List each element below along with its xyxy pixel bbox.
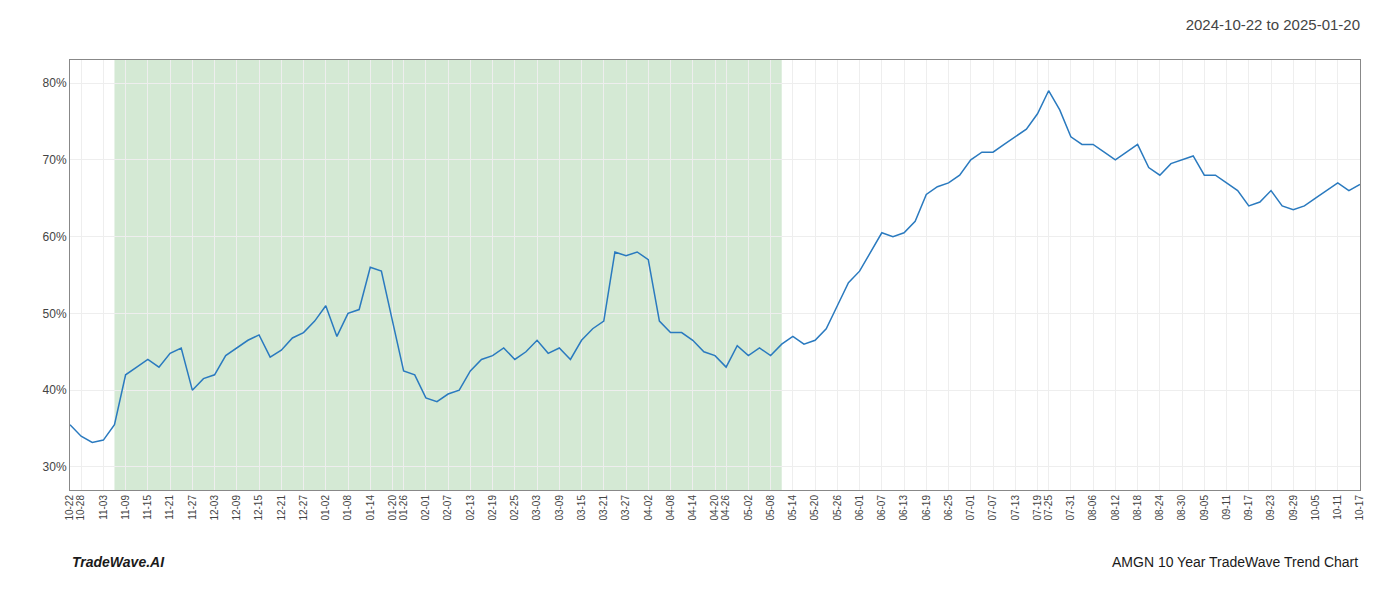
svg-text:02-19: 02-19 [487,495,498,521]
svg-text:06-25: 06-25 [943,495,954,521]
svg-text:07-01: 07-01 [965,495,976,521]
svg-text:11-09: 11-09 [120,495,131,520]
svg-text:12-27: 12-27 [298,495,309,521]
svg-text:30%: 30% [43,460,67,474]
svg-text:09-29: 09-29 [1288,495,1299,521]
svg-text:03-27: 03-27 [620,495,631,521]
svg-text:TradeWave.AI: TradeWave.AI [72,554,165,570]
svg-text:11-21: 11-21 [164,495,175,520]
svg-text:08-06: 08-06 [1087,495,1098,521]
svg-text:04-20: 04-20 [709,495,720,521]
svg-text:70%: 70% [43,153,67,167]
svg-text:08-24: 08-24 [1154,495,1165,521]
svg-text:10-22: 10-22 [64,495,75,521]
svg-text:04-26: 04-26 [720,495,731,521]
svg-text:40%: 40% [43,383,67,397]
svg-text:09-17: 09-17 [1243,495,1254,521]
svg-text:01-14: 01-14 [365,495,376,521]
svg-text:08-30: 08-30 [1176,495,1187,521]
svg-text:08-18: 08-18 [1132,495,1143,521]
svg-text:03-09: 03-09 [554,495,565,521]
svg-text:09-23: 09-23 [1265,495,1276,521]
svg-text:06-13: 06-13 [898,495,909,521]
svg-text:06-07: 06-07 [876,495,887,521]
svg-text:2024-10-22 to 2025-01-20: 2024-10-22 to 2025-01-20 [1186,16,1360,33]
svg-text:11-03: 11-03 [98,495,109,520]
svg-text:10-05: 10-05 [1310,495,1321,521]
svg-text:12-21: 12-21 [276,495,287,521]
svg-text:07-07: 07-07 [987,495,998,521]
svg-text:07-25: 07-25 [1043,495,1054,521]
svg-text:05-20: 05-20 [809,495,820,521]
svg-text:09-05: 09-05 [1199,495,1210,521]
svg-text:05-02: 05-02 [743,495,754,521]
svg-text:04-14: 04-14 [687,495,698,521]
svg-text:11-15: 11-15 [142,495,153,520]
svg-text:07-31: 07-31 [1065,495,1076,521]
svg-text:01-20: 01-20 [387,495,398,521]
svg-text:12-03: 12-03 [209,495,220,521]
svg-text:05-26: 05-26 [832,495,843,521]
svg-text:AMGN 10 Year TradeWave Trend C: AMGN 10 Year TradeWave Trend Chart [1112,554,1358,570]
svg-text:60%: 60% [43,230,67,244]
svg-text:12-09: 12-09 [231,495,242,521]
svg-text:01-08: 01-08 [342,495,353,521]
svg-text:10-11: 10-11 [1332,495,1343,520]
svg-text:02-07: 02-07 [442,495,453,521]
svg-text:07-19: 07-19 [1032,495,1043,521]
svg-text:02-25: 02-25 [509,495,520,521]
svg-text:04-02: 04-02 [643,495,654,521]
svg-text:01-02: 01-02 [320,495,331,521]
svg-text:06-19: 06-19 [921,495,932,521]
svg-text:02-01: 02-01 [420,495,431,521]
svg-text:05-14: 05-14 [787,495,798,521]
svg-text:04-08: 04-08 [665,495,676,521]
svg-text:03-03: 03-03 [531,495,542,521]
svg-text:50%: 50% [43,307,67,321]
svg-text:12-15: 12-15 [253,495,264,521]
svg-text:07-13: 07-13 [1010,495,1021,521]
svg-text:80%: 80% [43,76,67,90]
svg-text:06-01: 06-01 [854,495,865,521]
svg-text:11-27: 11-27 [187,495,198,520]
svg-text:10-28: 10-28 [75,495,86,521]
svg-text:05-08: 05-08 [765,495,776,521]
svg-text:03-15: 03-15 [576,495,587,521]
svg-text:09-11: 09-11 [1221,495,1232,520]
svg-text:08-12: 08-12 [1110,495,1121,521]
svg-text:03-21: 03-21 [598,495,609,521]
svg-text:02-13: 02-13 [465,495,476,521]
svg-text:10-17: 10-17 [1354,495,1365,521]
svg-text:01-26: 01-26 [398,495,409,521]
